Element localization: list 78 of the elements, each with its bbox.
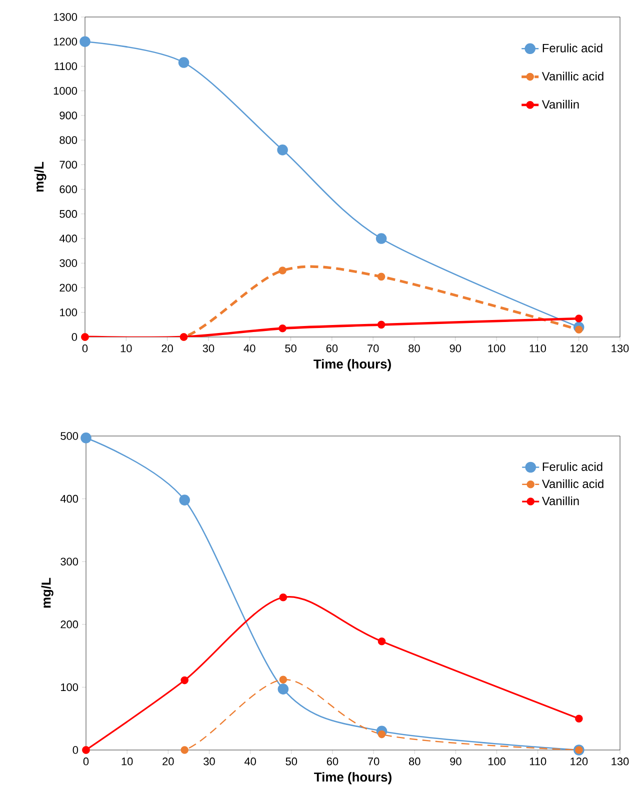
x-tick-label: 10 xyxy=(122,758,133,766)
y-tick-label: 1200 xyxy=(54,38,78,46)
x-axis-title: Time (hours) xyxy=(314,772,392,784)
point xyxy=(376,233,387,244)
legend-label: Vanillic acid xyxy=(542,479,604,488)
y-axis-title: mg/L xyxy=(41,578,54,608)
y-tick-label: 1100 xyxy=(54,62,78,70)
x-tick-label: 100 xyxy=(488,344,506,352)
x-tick-label: 90 xyxy=(450,758,462,766)
point xyxy=(377,320,386,329)
y-tick-label: 200 xyxy=(60,284,78,292)
legend-label: Ferulic acid xyxy=(542,462,602,471)
point xyxy=(575,714,583,722)
x-tick-label: 120 xyxy=(570,344,588,352)
x-tick-label: 40 xyxy=(244,758,256,766)
x-tick-label: 90 xyxy=(450,344,462,352)
y-tick-label: 900 xyxy=(60,112,78,120)
y-tick-label: 0 xyxy=(72,746,78,754)
x-axis-title: Time (hours) xyxy=(314,359,391,372)
point xyxy=(80,432,92,444)
point xyxy=(179,494,190,506)
x-tick-label: 10 xyxy=(120,344,132,352)
x-tick-label: 110 xyxy=(530,758,546,766)
y-tick-label: 700 xyxy=(60,160,78,169)
x-tick-label: 30 xyxy=(204,758,215,766)
point xyxy=(180,676,188,684)
x-tick-label: 70 xyxy=(368,344,379,352)
x-tick-label: 130 xyxy=(612,758,629,766)
x-tick-label: 0 xyxy=(83,758,89,766)
y-tick-label: 200 xyxy=(60,620,78,628)
legend-label: Vanillin xyxy=(542,100,579,109)
x-tick-label: 40 xyxy=(244,344,256,352)
y-axis-title: mg/L xyxy=(34,162,46,192)
x-tick-label: 20 xyxy=(162,758,174,766)
y-tick-label: 300 xyxy=(60,558,78,566)
x-tick-label: 80 xyxy=(408,344,420,352)
y-tick-label: 400 xyxy=(60,494,78,503)
legend-label: Ferulic acid xyxy=(542,44,602,52)
y-tick-label: 100 xyxy=(61,683,78,692)
y-tick-label: 500 xyxy=(60,210,78,218)
y-tick-label: 1000 xyxy=(54,86,78,95)
y-tick-label: 1300 xyxy=(54,13,78,21)
legend-label: Vanillin xyxy=(542,496,579,506)
point xyxy=(278,684,289,694)
x-tick-label: 70 xyxy=(368,758,380,766)
x-tick-label: 50 xyxy=(286,758,298,766)
point xyxy=(377,272,386,281)
point xyxy=(278,324,286,332)
point xyxy=(180,746,188,754)
x-tick-label: 20 xyxy=(162,344,173,352)
point xyxy=(80,36,90,48)
x-tick-label: 100 xyxy=(488,758,506,766)
point xyxy=(277,144,288,156)
y-tick-label: 100 xyxy=(60,308,78,316)
point xyxy=(279,594,288,602)
point xyxy=(378,637,386,646)
y-tick-label: 500 xyxy=(60,432,78,440)
x-tick-label: 30 xyxy=(202,344,214,352)
point xyxy=(378,730,386,738)
point xyxy=(178,57,190,68)
y-tick-label: 400 xyxy=(59,234,78,242)
y-tick-label: 600 xyxy=(60,185,78,194)
point xyxy=(279,676,288,684)
x-tick-label: 60 xyxy=(326,344,338,352)
legend-label: Vanillic acid xyxy=(542,72,604,80)
x-tick-label: 80 xyxy=(408,758,420,766)
x-tick-label: 130 xyxy=(612,344,629,352)
y-tick-label: 300 xyxy=(60,259,78,268)
x-tick-label: 60 xyxy=(326,758,338,766)
point xyxy=(574,314,583,322)
y-tick-label: 0 xyxy=(72,333,78,341)
y-tick-label: 800 xyxy=(60,136,78,144)
x-tick-label: 50 xyxy=(285,344,296,352)
x-tick-label: 0 xyxy=(82,344,88,352)
x-tick-label: 110 xyxy=(530,344,546,352)
point xyxy=(574,326,583,334)
x-tick-label: 120 xyxy=(570,758,588,766)
point xyxy=(278,266,286,274)
